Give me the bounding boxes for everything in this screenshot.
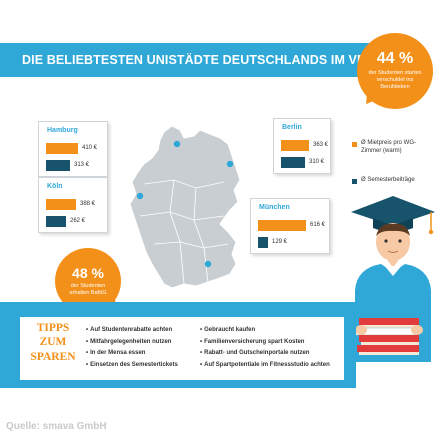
city-card-berlin: Berlin 363 € 310 € [273,118,331,174]
label-rent-koeln: 388 € [80,201,96,207]
bar-rent-koeln [46,199,76,210]
label-fee-hamburg: 313 € [74,162,90,168]
infographic-title: DIE BELIEBTESTEN UNISTÄDTE DEUTSCHLANDS … [0,43,422,77]
label-rent-berlin: 363 € [313,142,329,148]
tip-item: In der Mensa essen [86,348,178,360]
book-stack-icon [354,318,419,355]
city-card-koeln: Köln 388 € 262 € [38,177,108,233]
city-dot-hamburg [173,140,181,148]
tip-item: Rabatt- und Gutscheinportale nutzen [200,348,330,360]
face [376,223,410,261]
legend-swatch-rent [352,142,357,147]
debt-stat-value: 44 % [376,50,414,68]
city-card-muenchen: München 616 € 129 € [250,198,330,254]
label-fee-koeln: 262 € [70,218,86,224]
label-fee-muenchen: 129 € [272,239,288,245]
bar-rent-berlin [281,140,309,151]
tip-item: Auf Spartpotentiale im Fitnessstudio ach… [200,360,330,372]
bafoeg-stat-value: 48 % [72,264,104,281]
city-dot-berlin [226,160,234,168]
tips-panel: TIPPS ZUM SPAREN Auf Studentenrabatte ac… [0,302,356,388]
germany-shape [129,125,241,289]
bar-fee-hamburg [46,160,70,171]
source-credit: Quelle: smava GmbH [6,421,107,432]
city-dot-muenchen [204,260,212,268]
legend-swatch-fee [352,179,357,184]
bafoeg-stat-text: der Studenten erhalten BaföG [69,282,107,296]
debt-stat-text: der Studenten starten verschuldet ins Be… [368,70,422,90]
bar-fee-koeln [46,216,66,227]
label-fee-berlin: 310 € [309,159,325,165]
legend-label-fee: Ø Semesterbeiträge [361,177,415,183]
tips-heading: TIPPS ZUM SPAREN [28,321,78,364]
tips-card: TIPPS ZUM SPAREN Auf Studentenrabatte ac… [20,317,344,380]
bar-rent-muenchen [258,220,306,231]
bar-rent-hamburg [46,143,78,154]
germany-map [129,125,241,289]
city-name-hamburg: Hamburg [47,127,78,134]
city-name-muenchen: München [259,204,290,211]
bar-fee-muenchen [258,237,268,248]
tips-list-left: Auf Studentenrabatte achten Mitfahrgeleg… [86,325,178,371]
tips-heading-line-3: SPAREN [30,350,76,363]
label-rent-hamburg: 410 € [82,145,98,151]
graduate-student-illustration [351,196,435,362]
tip-item: Einsetzen des Semestertickets [86,360,178,372]
tip-item: Auf Studentenrabatte achten [86,325,178,337]
city-card-hamburg: Hamburg 410 € 313 € [38,121,108,177]
mortarboard-icon [351,196,435,226]
tips-list-right: Gebraucht kaufen Familienversicherung sp… [200,325,330,371]
debt-stat-bubble: 44 % der Studenten starten verschuldet i… [357,33,433,109]
tips-heading-line-1: TIPPS [36,322,70,334]
city-dot-koeln [136,192,144,200]
tip-item: Familienversicherung spart Kosten [200,337,330,349]
legend-item-rent: Ø Mietpreis pro WG-Zimmer (warm) [352,140,432,155]
legend-label-rent: Ø Mietpreis pro WG-Zimmer (warm) [361,140,417,154]
legend-item-fee: Ø Semesterbeiträge [352,177,432,185]
label-rent-muenchen: 616 € [310,222,326,228]
tips-heading-line-2: ZUM [39,336,67,349]
bar-fee-berlin [281,157,305,168]
city-name-koeln: Köln [47,183,63,190]
tip-item: Gebraucht kaufen [200,325,330,337]
city-name-berlin: Berlin [282,124,302,131]
tip-item: Mitfahrgelegenheiten nutzen [86,337,178,349]
